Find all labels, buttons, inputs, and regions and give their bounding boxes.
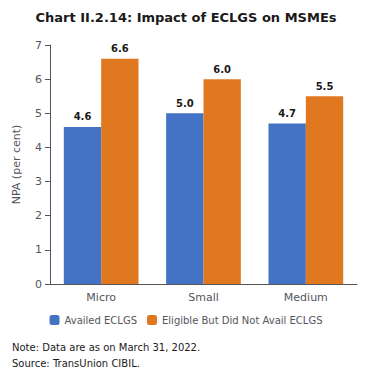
svg-text:4.6: 4.6 [74, 111, 92, 122]
svg-text:0: 0 [35, 278, 42, 291]
svg-text:Medium: Medium [284, 291, 328, 304]
svg-text:6.6: 6.6 [111, 43, 129, 54]
svg-text:Eligible But Did Not Avail ECL: Eligible But Did Not Avail ECLGS [162, 315, 322, 326]
svg-text:5.5: 5.5 [316, 81, 334, 92]
svg-text:Availed ECLGS: Availed ECLGS [65, 315, 138, 326]
svg-text:5.0: 5.0 [176, 98, 194, 109]
svg-text:5: 5 [35, 107, 42, 120]
svg-text:2: 2 [35, 209, 42, 222]
svg-text:6.0: 6.0 [213, 64, 231, 75]
svg-text:Chart II.2.14: Impact of ECLGS: Chart II.2.14: Impact of ECLGS on MSMEs [36, 10, 337, 25]
svg-text:4: 4 [35, 141, 42, 154]
svg-text:Source: TransUnion CIBIL.: Source: TransUnion CIBIL. [12, 358, 140, 369]
svg-text:Micro: Micro [86, 291, 116, 304]
svg-text:1: 1 [35, 243, 42, 256]
svg-text:7: 7 [35, 39, 42, 52]
svg-text:4.7: 4.7 [278, 108, 296, 119]
svg-text:3: 3 [35, 175, 42, 188]
svg-text:Small: Small [188, 291, 219, 304]
svg-text:Note: Data are as on March 31,: Note: Data are as on March 31, 2022. [12, 342, 200, 353]
svg-text:NPA (per cent): NPA (per cent) [10, 125, 23, 205]
svg-text:6: 6 [35, 73, 42, 86]
